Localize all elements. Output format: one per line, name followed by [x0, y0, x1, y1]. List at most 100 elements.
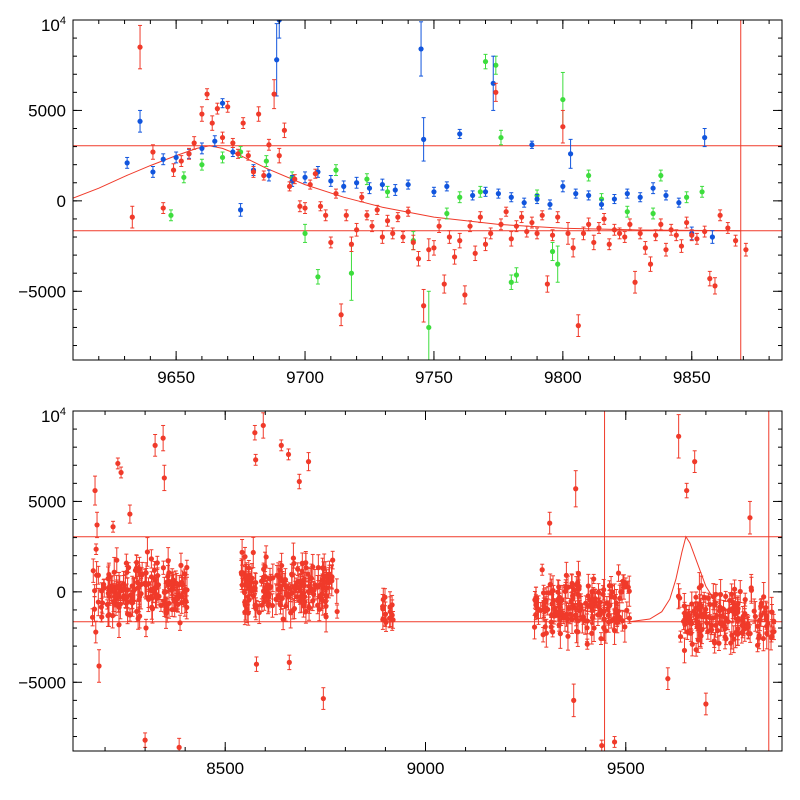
data-marker: [175, 601, 181, 607]
top-blue-point: [431, 186, 437, 197]
data-marker: [707, 276, 713, 282]
data-marker: [305, 589, 312, 595]
data-marker: [698, 604, 704, 611]
data-marker: [174, 580, 180, 587]
bottom-outlier-point: [110, 520, 116, 533]
bottom-band3-point: [624, 601, 630, 620]
bottom-band4-point: [729, 620, 735, 650]
bottom-plot-frame: [72, 410, 783, 752]
top-red-point: [586, 217, 592, 232]
top-blue-point: [702, 128, 708, 148]
top-red-point: [606, 238, 612, 251]
data-marker: [137, 613, 143, 619]
bottom-band4-point: [733, 616, 739, 649]
data-marker: [732, 238, 739, 244]
data-marker: [168, 212, 174, 218]
bottom-band0-point: [120, 590, 126, 605]
data-marker: [99, 600, 106, 606]
bottom-outlier-point: [305, 452, 312, 472]
data-marker: [498, 221, 504, 227]
top-y-tick-label: −5000: [18, 282, 66, 301]
data-marker: [575, 618, 581, 624]
top-red-point: [622, 231, 628, 243]
top-red-point: [323, 209, 329, 222]
top-green-point: [426, 290, 432, 360]
data-marker: [99, 614, 105, 620]
data-marker: [266, 172, 272, 179]
data-marker: [302, 230, 308, 237]
data-marker: [317, 203, 324, 209]
top-red-point: [743, 242, 749, 257]
bottom-band4-point: [723, 590, 729, 602]
data-marker: [503, 209, 509, 215]
data-marker: [552, 605, 558, 611]
data-marker: [90, 568, 96, 574]
top-red-point: [488, 227, 494, 240]
data-marker: [560, 183, 566, 189]
bottom-band4-point: [714, 601, 720, 630]
top-blue-point: [199, 142, 205, 155]
data-marker: [380, 617, 386, 623]
data-marker: [104, 601, 110, 608]
data-marker: [693, 647, 699, 653]
data-marker: [310, 564, 316, 570]
data-marker: [598, 201, 605, 208]
top-red-point: [170, 163, 177, 177]
data-marker: [539, 567, 545, 573]
bottom-band4-point: [680, 612, 687, 631]
data-marker: [380, 603, 386, 610]
top-blue-point: [709, 230, 715, 244]
bottom-outlier-point: [160, 424, 166, 452]
data-marker: [107, 589, 113, 595]
data-marker: [760, 635, 766, 642]
data-marker: [277, 602, 284, 608]
bottom-outlier-point: [296, 473, 302, 490]
data-marker: [548, 619, 554, 625]
data-marker: [608, 583, 614, 589]
top-blue-point: [405, 179, 411, 190]
top-red-point: [555, 211, 561, 224]
bottom-band3-point: [589, 622, 595, 645]
bottom-band4-point: [719, 606, 725, 626]
data-marker: [338, 312, 344, 318]
data-marker: [245, 153, 251, 159]
data-marker: [565, 633, 571, 639]
data-marker: [508, 279, 514, 285]
top-red-point: [354, 222, 360, 237]
data-marker: [702, 134, 708, 141]
data-marker: [613, 606, 619, 612]
data-marker: [160, 205, 166, 211]
data-marker: [701, 594, 707, 600]
data-marker: [598, 635, 604, 642]
data-marker: [225, 104, 231, 110]
bottom-band1-point: [334, 578, 340, 604]
data-marker: [364, 176, 370, 182]
top-red-point: [256, 106, 262, 122]
data-marker: [695, 619, 701, 626]
data-marker: [379, 234, 385, 240]
data-marker: [143, 581, 149, 587]
top-blue-point: [392, 184, 398, 196]
data-marker: [348, 270, 355, 276]
data-marker: [298, 595, 305, 601]
data-marker: [482, 241, 489, 247]
data-marker: [410, 239, 416, 246]
data-marker: [637, 194, 643, 200]
bottom-outlier-point: [92, 475, 98, 506]
bottom-band0-point: [101, 579, 107, 590]
bottom-band0-point: [93, 543, 99, 555]
data-marker: [621, 584, 627, 590]
data-marker: [137, 118, 143, 124]
data-marker: [531, 624, 538, 630]
bottom-y-tick-label: −5000: [18, 673, 66, 692]
data-marker: [684, 194, 690, 200]
data-marker: [748, 585, 754, 591]
data-marker: [176, 744, 182, 750]
bottom-band0-point: [184, 559, 190, 576]
data-marker: [303, 565, 309, 571]
top-y-top-exp: 4: [60, 15, 66, 27]
data-marker: [118, 469, 124, 476]
bottom-plot-area: [73, 411, 782, 751]
data-marker: [152, 442, 158, 448]
top-blue-point: [534, 194, 540, 205]
